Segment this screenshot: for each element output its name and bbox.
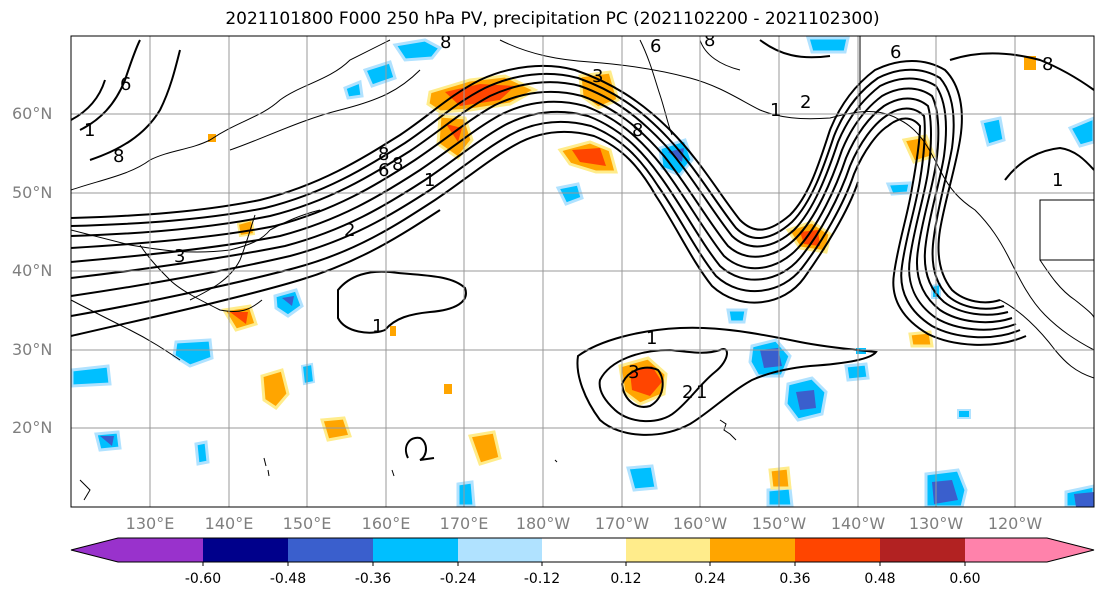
- contour-label: 3: [592, 66, 603, 87]
- lon-label: 140°E: [204, 514, 254, 533]
- lat-label: 50°N: [12, 183, 53, 202]
- lon-label: 170°W: [594, 514, 650, 533]
- lon-label: 130°E: [125, 514, 175, 533]
- contour-label: 8: [113, 146, 124, 167]
- contour-label: 6: [120, 74, 131, 95]
- lon-label: 120°W: [987, 514, 1043, 533]
- colorbar-segment: [710, 538, 795, 562]
- contour-label: 6: [890, 42, 901, 63]
- colorbar-segment: [880, 538, 965, 562]
- lat-label: 30°N: [12, 340, 53, 359]
- colorbar-segment: [458, 538, 542, 562]
- contour-label: 8: [632, 120, 643, 141]
- lat-label: 20°N: [12, 418, 53, 437]
- colorbar-extend-max: [1047, 538, 1094, 562]
- lon-label: 150°E: [282, 514, 332, 533]
- lon-label: 160°W: [672, 514, 728, 533]
- map-title: 2021101800 F000 250 hPa PV, precipitatio…: [225, 9, 880, 29]
- contour-label: 2: [344, 220, 355, 241]
- contour-label: 8: [378, 144, 389, 165]
- contour-label: 3: [628, 362, 639, 383]
- lon-label: 170°E: [439, 514, 489, 533]
- contour-label: 1: [424, 170, 435, 191]
- colorbar-segment: [626, 538, 710, 562]
- contour-label: 1: [372, 316, 383, 337]
- colorbar-tick-label: 0.12: [610, 571, 642, 587]
- colorbar: [70, 537, 1095, 566]
- lon-label: 160°E: [361, 514, 411, 533]
- lat-label: 60°N: [12, 104, 53, 123]
- colorbar-segment: [373, 538, 458, 562]
- contour-label: 3: [174, 246, 185, 267]
- contour-label: 6: [650, 36, 661, 57]
- colorbar-tick-label: -0.36: [354, 571, 392, 587]
- lon-label: 130°W: [908, 514, 964, 533]
- islands: [79, 419, 737, 501]
- contour-label: 1: [1052, 170, 1063, 191]
- contour-label: 8: [440, 32, 451, 53]
- colorbar-segment: [118, 538, 203, 562]
- colorbar-segment: [795, 538, 880, 562]
- colorbar-segment: [542, 538, 626, 562]
- contour-label: 2: [682, 382, 693, 403]
- contour-label: 2: [800, 92, 811, 113]
- lon-label: 140°W: [830, 514, 886, 533]
- map-frame: [70, 35, 1095, 508]
- colorbar-tick-label: 0.48: [864, 571, 896, 587]
- colorbar-tick-label: -0.24: [439, 571, 477, 587]
- precip-positive-areas: [208, 56, 1036, 490]
- lat-label: 40°N: [12, 261, 53, 280]
- colorbar-segment: [965, 538, 1047, 562]
- contour-label: 1: [696, 382, 707, 403]
- lon-label: 180°W: [515, 514, 571, 533]
- colorbar-tick-label: 0.24: [694, 571, 726, 587]
- colorbar-tick-label: 0.60: [949, 571, 981, 587]
- colorbar-extend-min: [71, 538, 118, 562]
- contour-label: 8: [1042, 54, 1053, 75]
- contour-label: 1: [770, 100, 781, 121]
- contour-label: 6: [378, 160, 389, 181]
- colorbar-tick-label: -0.60: [184, 571, 222, 587]
- colorbar-tick-label: -0.48: [269, 571, 307, 587]
- contour-label: 8: [704, 30, 715, 51]
- colorbar-segment: [203, 538, 288, 562]
- contour-label: 1: [646, 328, 657, 349]
- graticule: [71, 36, 1094, 507]
- contour-label: 1: [84, 120, 95, 141]
- colorbar-segment: [288, 538, 373, 562]
- lon-label: 150°W: [751, 514, 807, 533]
- contour-label: 8: [392, 154, 403, 175]
- colorbar-tick-label: -0.12: [523, 571, 561, 587]
- colorbar-tick-label: 0.36: [779, 571, 811, 587]
